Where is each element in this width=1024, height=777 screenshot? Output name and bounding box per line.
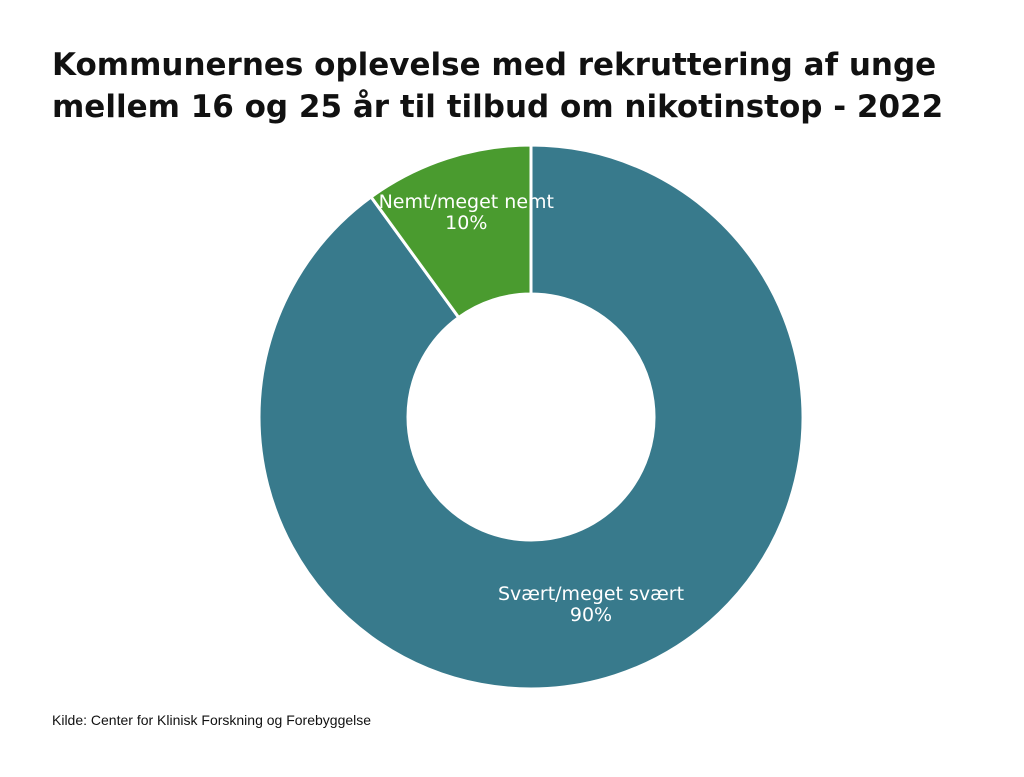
slice-1 xyxy=(369,143,533,319)
chart-title-line-2: mellem 16 og 25 år til tilbud om nikotin… xyxy=(52,89,944,125)
slice-value-0: 90% xyxy=(570,604,612,626)
chart-title-line-1: Kommunernes oplevelse med rekruttering a… xyxy=(52,47,937,83)
chart-title: Kommunernes oplevelse med rekruttering a… xyxy=(52,44,992,128)
donut-slices xyxy=(257,143,805,691)
slice-value-1: 10% xyxy=(445,212,487,234)
source-note: Kilde: Center for Klinisk Forskning og F… xyxy=(52,712,372,728)
slice-label-0: Svært/meget svært xyxy=(498,583,684,605)
slice-label-1: Nemt/meget nemt xyxy=(379,191,554,213)
slice-0 xyxy=(257,143,805,691)
